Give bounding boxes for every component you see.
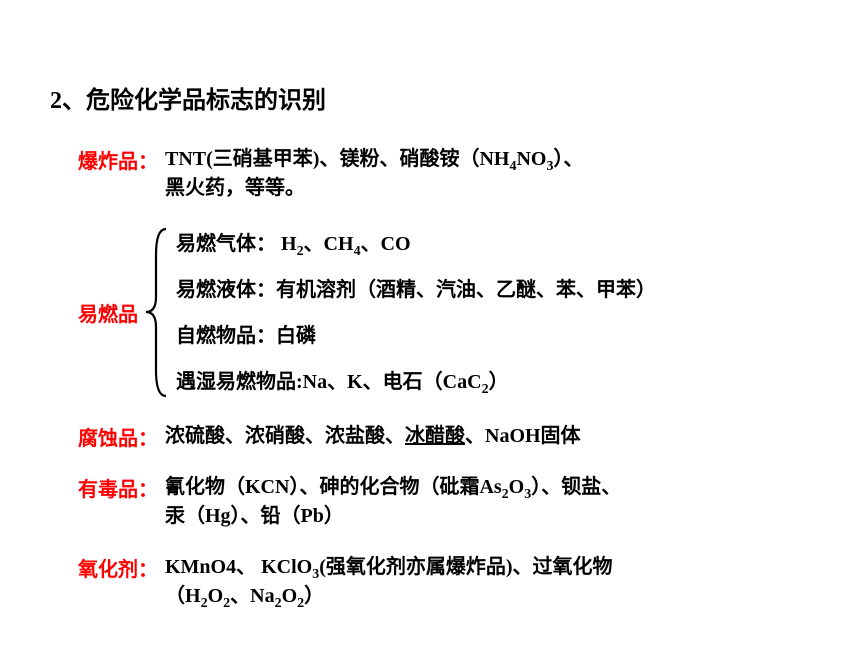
explosive-row: 爆炸品： TNT(三硝基甲苯)、镁粉、硝酸铵（NH4NO3）、 黑火药，等等。 — [60, 145, 810, 203]
corrosive-row: 腐蚀品： 浓硫酸、浓硝酸、浓盐酸、冰醋酸、NaOH固体 — [60, 422, 810, 451]
t: （H — [165, 585, 201, 607]
corrosive-content: 浓硫酸、浓硝酸、浓盐酸、冰醋酸、NaOH固体 — [165, 422, 581, 451]
t: Na、K、电石（CaC — [303, 371, 482, 393]
t: H — [281, 233, 297, 255]
t: ）、 — [553, 148, 583, 170]
curly-brace-icon — [142, 225, 170, 400]
t: 汞（Hg）、铅（Pb） — [165, 505, 344, 527]
sub: 2 — [201, 596, 208, 611]
t: 易燃气体： — [176, 233, 276, 255]
t: O — [282, 585, 298, 607]
t: 、NaOH固体 — [465, 425, 581, 447]
oxidizer-row: 氧化剂： KMnO4、 KClO3(强氧化剂亦属爆炸品)、过氧化物 （H2O2、… — [60, 553, 810, 611]
t: O — [509, 476, 525, 498]
sub: 2 — [275, 596, 282, 611]
t: TNT(三硝基甲苯)、镁粉、硝酸铵（NH — [165, 148, 509, 170]
flammable-wet: 遇湿易燃物品:Na、K、电石（CaC2） — [176, 368, 810, 396]
flammable-autoignite: 自燃物品：白磷 — [176, 322, 810, 350]
t: 白磷 — [276, 325, 316, 347]
sub: 2 — [502, 487, 509, 502]
oxidizer-label: 氧化剂： — [60, 553, 165, 582]
t: NO — [516, 148, 546, 170]
sub: 4 — [354, 244, 361, 259]
t: 氰化物（KCN）、砷的化合物（砒霜As — [165, 476, 502, 498]
sub: 2 — [297, 244, 304, 259]
t: ） — [489, 371, 509, 393]
t: 自燃物品： — [176, 325, 276, 347]
t: (强氧化剂亦属爆炸品)、过氧化物 — [319, 556, 612, 578]
oxidizer-content: KMnO4、 KClO3(强氧化剂亦属爆炸品)、过氧化物 （H2O2、Na2O2… — [165, 553, 613, 611]
explosive-label: 爆炸品： — [60, 145, 165, 174]
page-title: 2、危险化学品标志的识别 — [50, 80, 810, 115]
t: O — [208, 585, 224, 607]
toxic-label: 有毒品： — [60, 473, 165, 502]
flammable-label: 易燃品 — [60, 298, 138, 327]
t: KMnO4、 KClO — [165, 556, 312, 578]
underlined-text: 冰醋酸 — [405, 425, 465, 447]
toxic-content: 氰化物（KCN）、砷的化合物（砒霜As2O3）、钡盐、 汞（Hg）、铅（Pb） — [165, 473, 621, 531]
flammable-gas: 易燃气体： H2、CH4、CO — [176, 230, 810, 258]
t: 浓硫酸、浓硝酸、浓盐酸、 — [165, 425, 405, 447]
t: 、Na — [230, 585, 274, 607]
explosive-content: TNT(三硝基甲苯)、镁粉、硝酸铵（NH4NO3）、 黑火药，等等。 — [165, 145, 583, 203]
toxic-row: 有毒品： 氰化物（KCN）、砷的化合物（砒霜As2O3）、钡盐、 汞（Hg）、铅… — [60, 473, 810, 531]
flammable-liquid: 易燃液体：有机溶剂（酒精、汽油、乙醚、苯、甲苯） — [176, 276, 810, 304]
corrosive-label: 腐蚀品： — [60, 422, 165, 451]
t: 易燃液体： — [176, 279, 276, 301]
t: 黑火药，等等。 — [165, 177, 305, 199]
t: 遇湿易燃物品: — [176, 371, 303, 393]
sub: 2 — [482, 382, 489, 397]
flammable-section: 易燃品 易燃气体： H2、CH4、CO 易燃液体：有机溶剂（酒精、汽油、乙醚、苯… — [60, 225, 810, 400]
t: ） — [304, 585, 324, 607]
t: 、CH — [304, 233, 354, 255]
flammable-items: 易燃气体： H2、CH4、CO 易燃液体：有机溶剂（酒精、汽油、乙醚、苯、甲苯）… — [176, 230, 810, 396]
t: 有机溶剂（酒精、汽油、乙醚、苯、甲苯） — [276, 279, 656, 301]
t: 、CO — [361, 233, 411, 255]
t: ）、钡盐、 — [531, 476, 621, 498]
